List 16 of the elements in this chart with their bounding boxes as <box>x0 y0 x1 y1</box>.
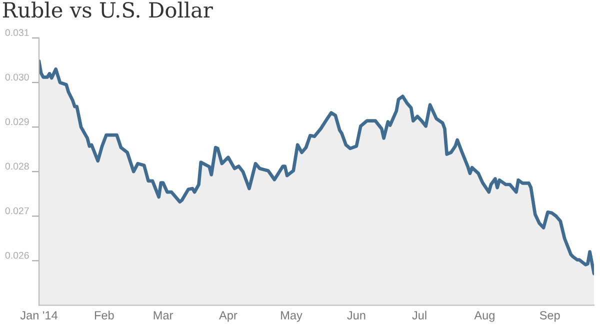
x-tick-label: Mar <box>154 311 174 320</box>
y-tick-label: 0.030 <box>5 74 29 81</box>
y-tick-label: 0.029 <box>5 118 29 126</box>
y-tick-label: 0.026 <box>5 252 29 259</box>
x-tick-label: Feb <box>94 310 114 320</box>
x-tick-label: Apr <box>219 311 238 322</box>
x-tick-label: May <box>281 311 302 322</box>
x-tick-label: Jun <box>347 311 366 320</box>
y-tick-label: 0.028 <box>5 162 29 170</box>
chart-title: Ruble vs U.S. Dollar <box>2 2 213 18</box>
y-tick-label: 0.031 <box>5 29 29 36</box>
x-tick-label: Aug <box>474 311 494 322</box>
x-tick-label: Jul <box>412 310 426 320</box>
x-tick-label: Sep <box>540 311 560 322</box>
y-tick-label: 0.027 <box>5 207 29 214</box>
x-tick-label: Jan '14 <box>20 311 58 320</box>
